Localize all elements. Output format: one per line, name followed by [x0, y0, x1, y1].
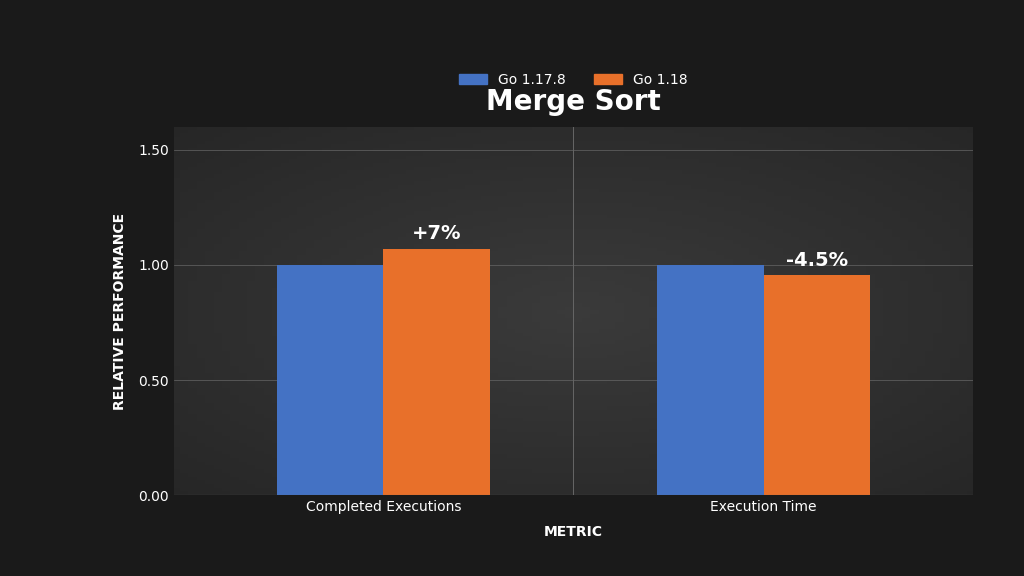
Title: Merge Sort: Merge Sort: [486, 88, 660, 116]
Legend: Go 1.17.8, Go 1.18: Go 1.17.8, Go 1.18: [454, 67, 693, 92]
Text: -4.5%: -4.5%: [785, 251, 848, 270]
Bar: [657, 265, 764, 495]
Bar: [383, 249, 489, 495]
Y-axis label: RELATIVE PERFORMANCE: RELATIVE PERFORMANCE: [114, 213, 127, 410]
X-axis label: METRIC: METRIC: [544, 525, 603, 539]
Bar: [276, 265, 383, 495]
Text: +7%: +7%: [412, 224, 461, 243]
Bar: [764, 275, 870, 495]
